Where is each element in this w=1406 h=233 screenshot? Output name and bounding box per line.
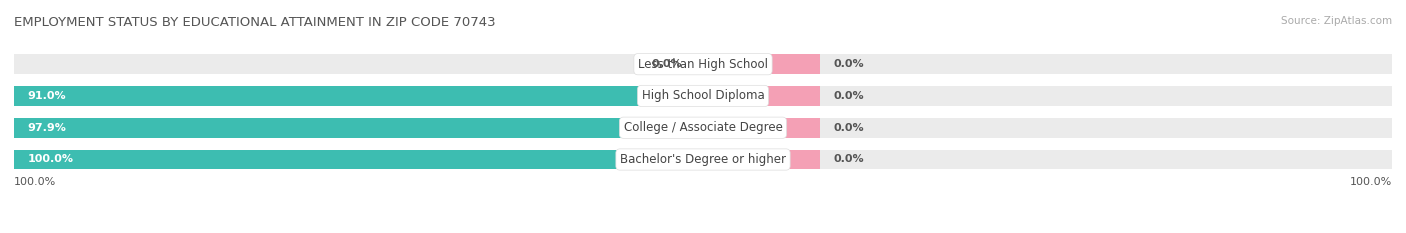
Text: 100.0%: 100.0% <box>1350 177 1392 187</box>
Text: 0.0%: 0.0% <box>652 59 682 69</box>
Text: College / Associate Degree: College / Associate Degree <box>624 121 782 134</box>
Bar <box>717 54 820 74</box>
Bar <box>14 118 689 137</box>
Text: 0.0%: 0.0% <box>834 91 865 101</box>
Bar <box>14 86 1392 106</box>
Text: Source: ZipAtlas.com: Source: ZipAtlas.com <box>1281 16 1392 26</box>
Text: 91.0%: 91.0% <box>28 91 66 101</box>
Bar <box>14 150 1392 169</box>
Text: 0.0%: 0.0% <box>834 154 865 164</box>
Text: EMPLOYMENT STATUS BY EDUCATIONAL ATTAINMENT IN ZIP CODE 70743: EMPLOYMENT STATUS BY EDUCATIONAL ATTAINM… <box>14 16 496 29</box>
Bar <box>14 86 641 106</box>
Text: 97.9%: 97.9% <box>28 123 66 133</box>
Text: Bachelor's Degree or higher: Bachelor's Degree or higher <box>620 153 786 166</box>
Bar <box>14 54 1392 74</box>
Text: 100.0%: 100.0% <box>28 154 75 164</box>
Text: High School Diploma: High School Diploma <box>641 89 765 103</box>
Bar <box>717 118 820 137</box>
Text: 0.0%: 0.0% <box>834 123 865 133</box>
Text: 100.0%: 100.0% <box>14 177 56 187</box>
Bar <box>14 118 1392 137</box>
Bar <box>717 86 820 106</box>
Bar <box>717 150 820 169</box>
Text: Less than High School: Less than High School <box>638 58 768 71</box>
Bar <box>14 150 703 169</box>
Text: 0.0%: 0.0% <box>834 59 865 69</box>
